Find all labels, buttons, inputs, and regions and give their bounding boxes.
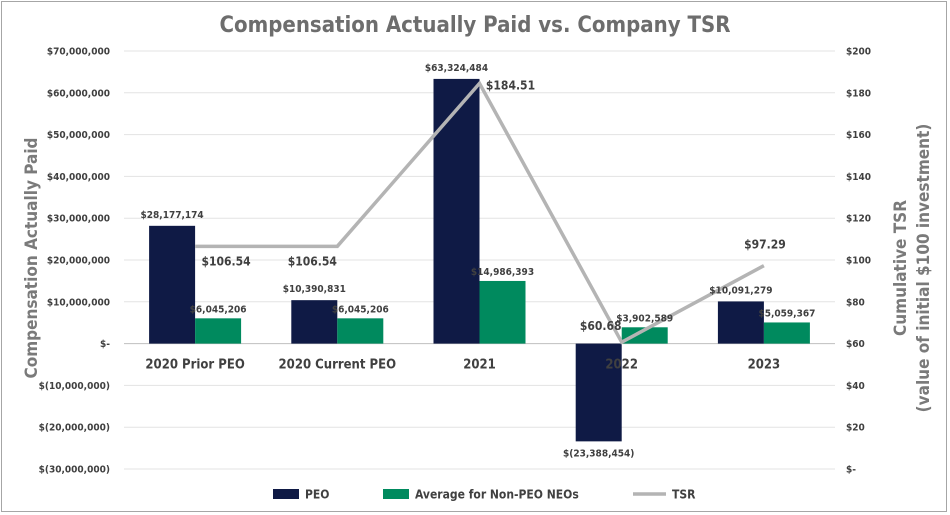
bar-non-peo-neo [337, 318, 384, 344]
y2-tick-label: $60 [846, 339, 865, 350]
data-labels: $28,177,174 $6,045,206 $10,390,831 $6,045,2… [141, 63, 816, 459]
legend-label-peo: PEO [305, 488, 329, 502]
bar-peo [291, 300, 338, 344]
y2-axis-title-line2: (value of initial $100 investment) [914, 124, 934, 413]
tsr-line [195, 80, 765, 345]
y2-tick-label: $- [846, 465, 856, 476]
legend-swatch-peo [273, 489, 299, 499]
y2-tick-label: $180 [846, 88, 871, 99]
y-tick-label: $40,000,000 [47, 172, 110, 183]
category-label: 2022 [605, 358, 638, 373]
tsr-data-label: $60.68 [580, 319, 622, 333]
y2-tick-label: $80 [846, 297, 865, 308]
bars [149, 78, 810, 442]
bar-peo [149, 225, 196, 344]
y2-tick-label: $40 [846, 381, 865, 392]
chart-title: Compensation Actually Paid vs. Company T… [219, 13, 730, 38]
peo-data-label: $10,091,279 [709, 285, 772, 296]
category-label: 2021 [463, 358, 496, 373]
y-tick-label: $(20,000,000) [39, 423, 110, 434]
non-peo-neo-data-label: $5,059,367 [758, 308, 815, 319]
bar-peo [433, 78, 480, 344]
bar-non-peo-neo [479, 280, 526, 344]
tsr-data-label: $97.29 [744, 238, 786, 252]
y-tick-label: $(10,000,000) [39, 381, 110, 392]
y-tick-label: $70,000,000 [47, 47, 110, 58]
peo-data-label: $28,177,174 [141, 210, 204, 221]
peo-data-label: $63,324,484 [425, 63, 488, 74]
y-tick-label: $50,000,000 [47, 130, 110, 141]
y2-tick-label: $100 [846, 256, 871, 267]
y-axis-title: Compensation Actually Paid [22, 137, 42, 378]
category-labels: 2020 Prior PEO 2020 Current PEO 2021 2022 20… [145, 358, 780, 373]
y2-axis-ticks: $200 $180 $160 $140 $120 $100 $80 $60 $40 $20 $- [846, 47, 871, 476]
category-label: 2020 Current PEO [279, 358, 397, 373]
grid [124, 50, 835, 470]
non-peo-neo-data-label: $6,045,206 [190, 304, 247, 315]
legend: PEO Average for Non-PEO NEOs TSR [273, 488, 696, 502]
non-peo-neo-data-label: $6,045,206 [332, 304, 389, 315]
y2-tick-label: $200 [846, 47, 871, 58]
legend-label-tsr: TSR [672, 488, 696, 502]
non-peo-neo-data-label: $3,902,589 [616, 313, 673, 324]
bar-non-peo-neo [195, 318, 242, 344]
bar-non-peo-neo [763, 322, 810, 344]
y2-tick-label: $140 [846, 172, 871, 183]
y2-axis-title-line1: Cumulative TSR [891, 200, 911, 336]
y-tick-label: $60,000,000 [47, 88, 110, 99]
peo-data-label: $10,390,831 [283, 284, 346, 295]
y-tick-label: $30,000,000 [47, 214, 110, 225]
y2-tick-label: $120 [846, 214, 871, 225]
tsr-data-label: $106.54 [202, 254, 252, 268]
peo-data-label: $(23,388,454) [563, 448, 634, 459]
category-label: 2020 Prior PEO [145, 358, 244, 373]
legend-swatch-non-peo-neo [383, 489, 409, 499]
y-tick-label: $20,000,000 [47, 256, 110, 267]
bar-non-peo-neo [621, 327, 668, 344]
y-axis-ticks: $70,000,000 $60,000,000 $50,000,000 $40,000… [39, 47, 111, 476]
y-tick-label: $- [100, 339, 110, 350]
bar-peo [575, 343, 622, 442]
legend-label-non-peo-neo: Average for Non-PEO NEOs [415, 488, 579, 502]
y2-tick-label: $20 [846, 423, 865, 434]
y2-tick-label: $160 [846, 130, 871, 141]
y-tick-label: $10,000,000 [47, 297, 110, 308]
y-tick-label: $(30,000,000) [39, 465, 110, 476]
tsr-line-path [195, 80, 765, 345]
non-peo-neo-data-label: $14,986,393 [471, 267, 534, 278]
tsr-data-label: $184.51 [486, 78, 535, 92]
category-label: 2023 [748, 358, 781, 373]
bar-peo [717, 301, 764, 344]
tsr-data-label: $106.54 [288, 254, 338, 268]
